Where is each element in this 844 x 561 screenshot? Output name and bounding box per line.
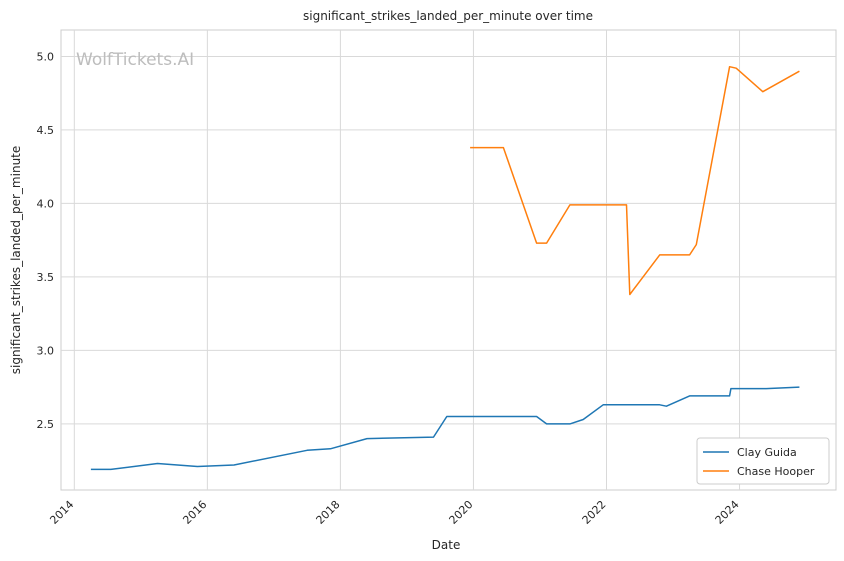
x-axis-title: Date [432,538,461,552]
legend-box [696,437,830,485]
y-tick-label: 2.5 [37,418,55,431]
grid [61,30,836,490]
x-tick-label: 2018 [314,498,343,527]
x-tick-labels: 2014 2016 2018 2020 2022 2024 [47,498,741,527]
x-tick-label: 2016 [180,498,209,527]
legend-label-chase-hooper: Chase Hooper [737,465,815,478]
x-tick-label: 2022 [580,498,609,527]
y-tick-label: 3.0 [37,344,55,357]
y-tick-label: 5.0 [37,50,55,63]
watermark: WolfTickets.AI [76,50,194,70]
plot-area [60,29,837,491]
y-tick-labels: 2.5 3.0 3.5 4.0 4.5 5.0 [37,50,55,430]
y-tick-label: 4.0 [37,197,55,210]
y-tick-label: 3.5 [37,271,55,284]
chart-title: significant_strikes_landed_per_minute ov… [303,9,593,23]
y-tick-label: 4.5 [37,124,55,137]
x-tick-label: 2024 [713,498,742,527]
legend-label-clay-guida: Clay Guida [737,446,797,459]
x-tick-label: 2014 [47,498,76,527]
x-tick-label: 2020 [447,498,476,527]
series-line-chase-hooper [470,65,800,296]
series-line-clay-guida [90,386,800,471]
legend: Clay Guida Chase Hooper [696,437,830,485]
y-axis-title: significant_strikes_landed_per_minute [9,146,23,375]
series-layer [90,65,800,471]
